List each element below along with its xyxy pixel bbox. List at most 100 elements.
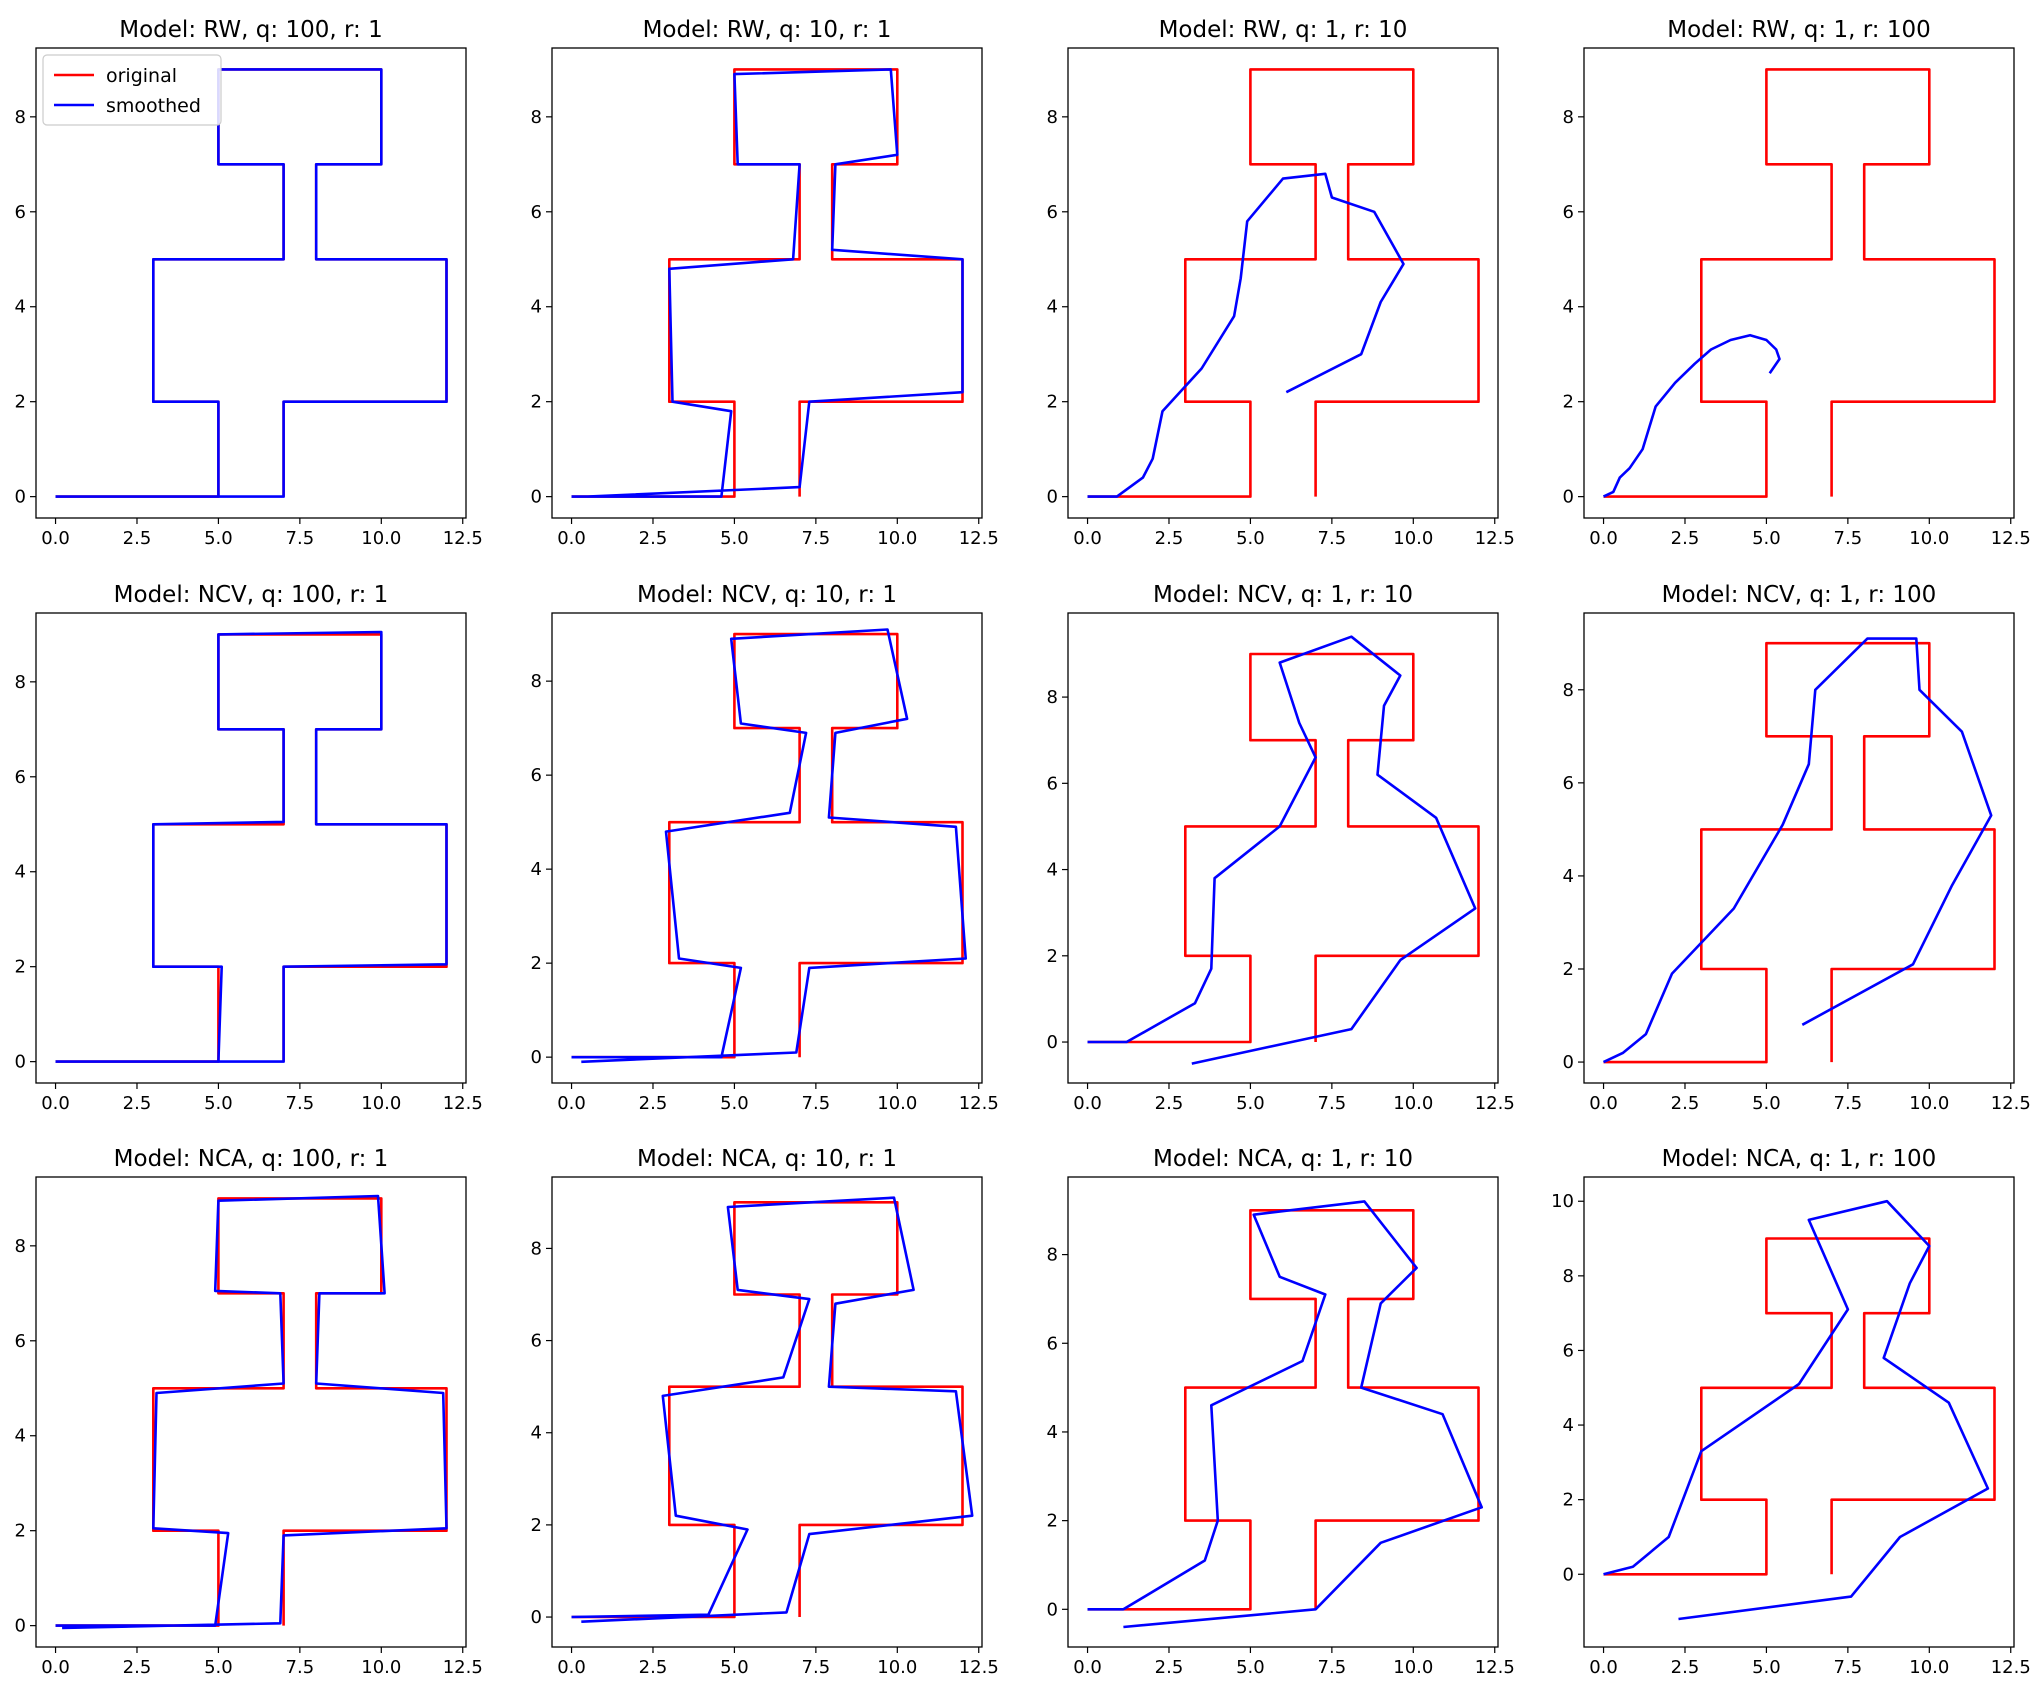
x-tick-label: 12.5: [1475, 528, 1515, 549]
axes-frame: [1583, 1176, 2015, 1648]
y-tick-label: 4: [15, 862, 26, 883]
x-tick-label: 7.5: [1834, 1093, 1863, 1114]
x-tick-label: 2.5: [639, 1093, 668, 1114]
x-tick-label: 7.5: [1318, 1093, 1347, 1114]
x-tick-label: 5.0: [1236, 1093, 1265, 1114]
y-tick-label: 2: [1047, 1511, 1058, 1532]
x-tick-label: 0.0: [1589, 1093, 1618, 1114]
y-tick-label: 4: [1563, 866, 1574, 887]
x-tick-label: 2.5: [1671, 1657, 1700, 1678]
y-tick-label: 8: [15, 107, 26, 128]
y-tick-label: 6: [1047, 773, 1058, 794]
y-tick-label: 6: [531, 1331, 542, 1352]
subplot-2: Model: RW, q: 10, r: 1 0.0 2.5 5.0 7.5 10.0 12…: [531, 17, 999, 549]
x-tick-label: 2.5: [123, 1093, 152, 1114]
series-smoothed-line: [55, 1194, 448, 1630]
x-tick-label: 12.5: [443, 528, 483, 549]
x-tick-label: 10.0: [361, 1093, 401, 1114]
x-tick-label: 2.5: [1671, 528, 1700, 549]
x-tick-label: 7.5: [1318, 528, 1347, 549]
y-tick-label: 8: [1563, 680, 1574, 701]
series-smoothed-line: [1602, 333, 1781, 498]
y-tick-label: 8: [1047, 1245, 1058, 1266]
axes-frame: [35, 47, 467, 519]
x-tick-label: 0.0: [1589, 1657, 1618, 1678]
y-tick-label: 10: [1551, 1191, 1574, 1212]
y-tick-label: 4: [531, 859, 542, 880]
y-tick-label: 0: [15, 1616, 26, 1637]
subplot-title: Model: NCV, q: 10, r: 1: [637, 582, 897, 608]
y-tick-label: 0: [1563, 487, 1574, 508]
y-tick-label: 4: [15, 297, 26, 318]
x-tick-label: 5.0: [720, 1657, 749, 1678]
series-smoothed-line: [571, 628, 968, 1064]
y-tick-label: 4: [15, 1426, 26, 1447]
series-original-line: [1603, 1237, 1996, 1576]
series-smoothed-line: [55, 630, 448, 1063]
x-tick-label: 10.0: [1909, 528, 1949, 549]
x-tick-label: 0.0: [557, 1657, 586, 1678]
axes-frame: [551, 1176, 983, 1648]
x-tick-label: 7.5: [1834, 1657, 1863, 1678]
x-tick-label: 12.5: [1475, 1093, 1515, 1114]
y-tick-label: 8: [531, 671, 542, 692]
y-tick-label: 4: [1047, 297, 1058, 318]
y-tick-label: 0: [1563, 1564, 1574, 1585]
x-tick-label: 7.5: [1318, 1657, 1347, 1678]
x-tick-label: 0.0: [1073, 528, 1102, 549]
y-tick-label: 6: [1047, 202, 1058, 223]
subplot-5: Model: NCV, q: 100, r: 1 0.0 2.5 5.0 7.5 10.0…: [15, 582, 483, 1114]
legend-box: [42, 54, 222, 126]
y-tick-label: 6: [1047, 1333, 1058, 1354]
x-tick-label: 5.0: [720, 1093, 749, 1114]
axes-frame: [551, 612, 983, 1084]
x-tick-label: 5.0: [1236, 1657, 1265, 1678]
y-tick-label: 6: [15, 767, 26, 788]
x-tick-label: 7.5: [802, 1093, 831, 1114]
x-tick-label: 10.0: [361, 528, 401, 549]
x-tick-label: 7.5: [286, 1657, 315, 1678]
y-tick-label: 8: [1047, 687, 1058, 708]
series-original-line: [1603, 641, 1996, 1064]
y-tick-label: 2: [15, 1521, 26, 1542]
series-smoothed-line: [571, 1196, 974, 1623]
x-tick-label: 0.0: [1073, 1093, 1102, 1114]
y-tick-label: 0: [1047, 487, 1058, 508]
x-tick-label: 12.5: [1475, 1657, 1515, 1678]
y-tick-label: 0: [1047, 1599, 1058, 1620]
subplot-1: Model: RW, q: 100, r: 1 0.0 2.5 5.0 7.5 10.0 1…: [15, 17, 483, 549]
y-tick-label: 2: [531, 1515, 542, 1536]
x-tick-label: 12.5: [443, 1657, 483, 1678]
series-smoothed-line: [1087, 172, 1405, 498]
x-tick-label: 7.5: [802, 528, 831, 549]
x-tick-label: 12.5: [959, 1657, 999, 1678]
x-tick-label: 10.0: [1909, 1093, 1949, 1114]
x-tick-label: 0.0: [41, 528, 70, 549]
y-tick-label: 0: [531, 1607, 542, 1628]
y-tick-label: 2: [1047, 946, 1058, 967]
x-tick-label: 2.5: [1671, 1093, 1700, 1114]
x-tick-label: 2.5: [639, 1657, 668, 1678]
y-tick-label: 6: [15, 1331, 26, 1352]
y-tick-label: 2: [1563, 392, 1574, 413]
x-tick-label: 2.5: [1155, 1093, 1184, 1114]
x-tick-label: 12.5: [959, 1093, 999, 1114]
subplot-title: Model: RW, q: 100, r: 1: [119, 17, 382, 43]
x-tick-label: 5.0: [1752, 1657, 1781, 1678]
x-tick-label: 12.5: [959, 528, 999, 549]
subplot-title: Model: RW, q: 1, r: 10: [1159, 17, 1408, 43]
x-tick-label: 10.0: [1909, 1657, 1949, 1678]
y-tick-label: 2: [1563, 1490, 1574, 1511]
subplot-7: Model: NCV, q: 1, r: 10 0.0 2.5 5.0 7.5 10.0 1…: [1047, 582, 1515, 1114]
x-tick-label: 5.0: [1236, 528, 1265, 549]
x-tick-label: 0.0: [1073, 1657, 1102, 1678]
y-tick-label: 0: [15, 487, 26, 508]
x-tick-label: 12.5: [443, 1093, 483, 1114]
x-tick-label: 10.0: [1393, 528, 1433, 549]
x-tick-label: 7.5: [286, 528, 315, 549]
subplot-6: Model: NCV, q: 10, r: 1 0.0 2.5 5.0 7.5 10.0 1…: [531, 582, 999, 1114]
x-tick-label: 12.5: [1991, 1657, 2031, 1678]
series-smoothed-line: [1602, 637, 1993, 1064]
x-tick-label: 7.5: [286, 1093, 315, 1114]
